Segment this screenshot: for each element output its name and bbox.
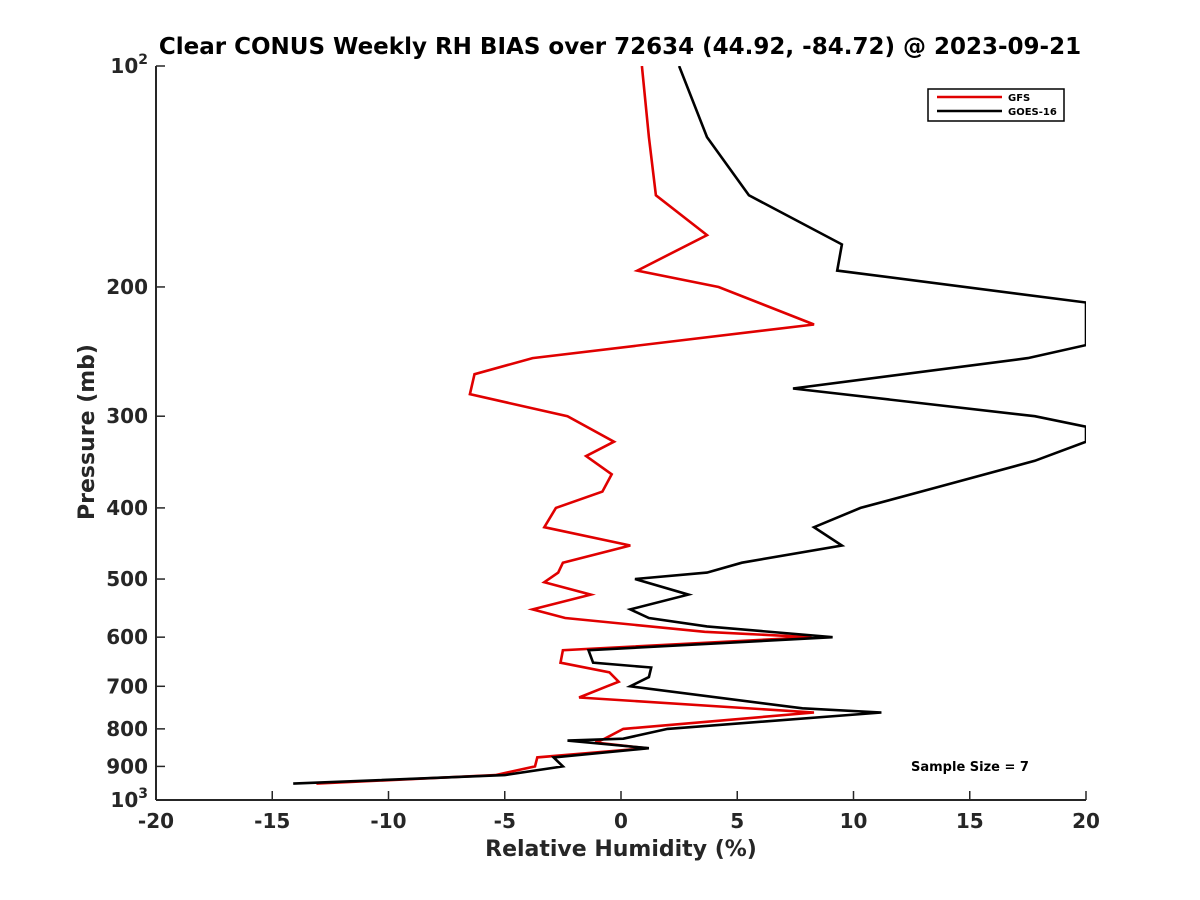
y-tick-label: 900	[106, 754, 148, 778]
legend: GFS GOES-16	[927, 88, 1065, 122]
x-tick-label: -15	[254, 809, 290, 833]
x-tick-label: 10	[840, 809, 868, 833]
series	[293, 66, 1086, 785]
series-line-goes-16	[293, 66, 1086, 785]
chart-title: Clear CONUS Weekly RH BIAS over 72634 (4…	[159, 34, 1081, 60]
series-line-gfs	[316, 66, 815, 785]
x-tick-label: 0	[614, 809, 628, 833]
x-axis-title: Relative Humidity (%)	[485, 837, 757, 862]
y-tick-label: 600	[106, 625, 148, 649]
x-ticks: -20 -15 -10 -5 0 5 10 15 20	[138, 791, 1100, 833]
y-tick-label: 300	[106, 404, 148, 428]
y-tick-label: 500	[106, 567, 148, 591]
legend-box	[927, 88, 1065, 122]
legend-label-gfs: GFS	[1008, 93, 1030, 104]
legend-label-goes-16: GOES-16	[1008, 107, 1057, 118]
x-tick-label: -5	[494, 809, 516, 833]
x-tick-label: -20	[138, 809, 174, 833]
y-tick-label: 800	[106, 717, 148, 741]
y-axis-title: Pressure (mb)	[75, 344, 100, 520]
x-tick-label: 15	[956, 809, 984, 833]
x-tick-label: 5	[730, 809, 744, 833]
x-tick-label: 20	[1072, 809, 1100, 833]
sample-size-annotation: Sample Size = 7	[911, 760, 1029, 775]
y-tick-label: 200	[106, 275, 148, 299]
x-tick-label: -10	[370, 809, 406, 833]
y-tick-label: 700	[106, 674, 148, 698]
y-tick-label: 400	[106, 496, 148, 520]
